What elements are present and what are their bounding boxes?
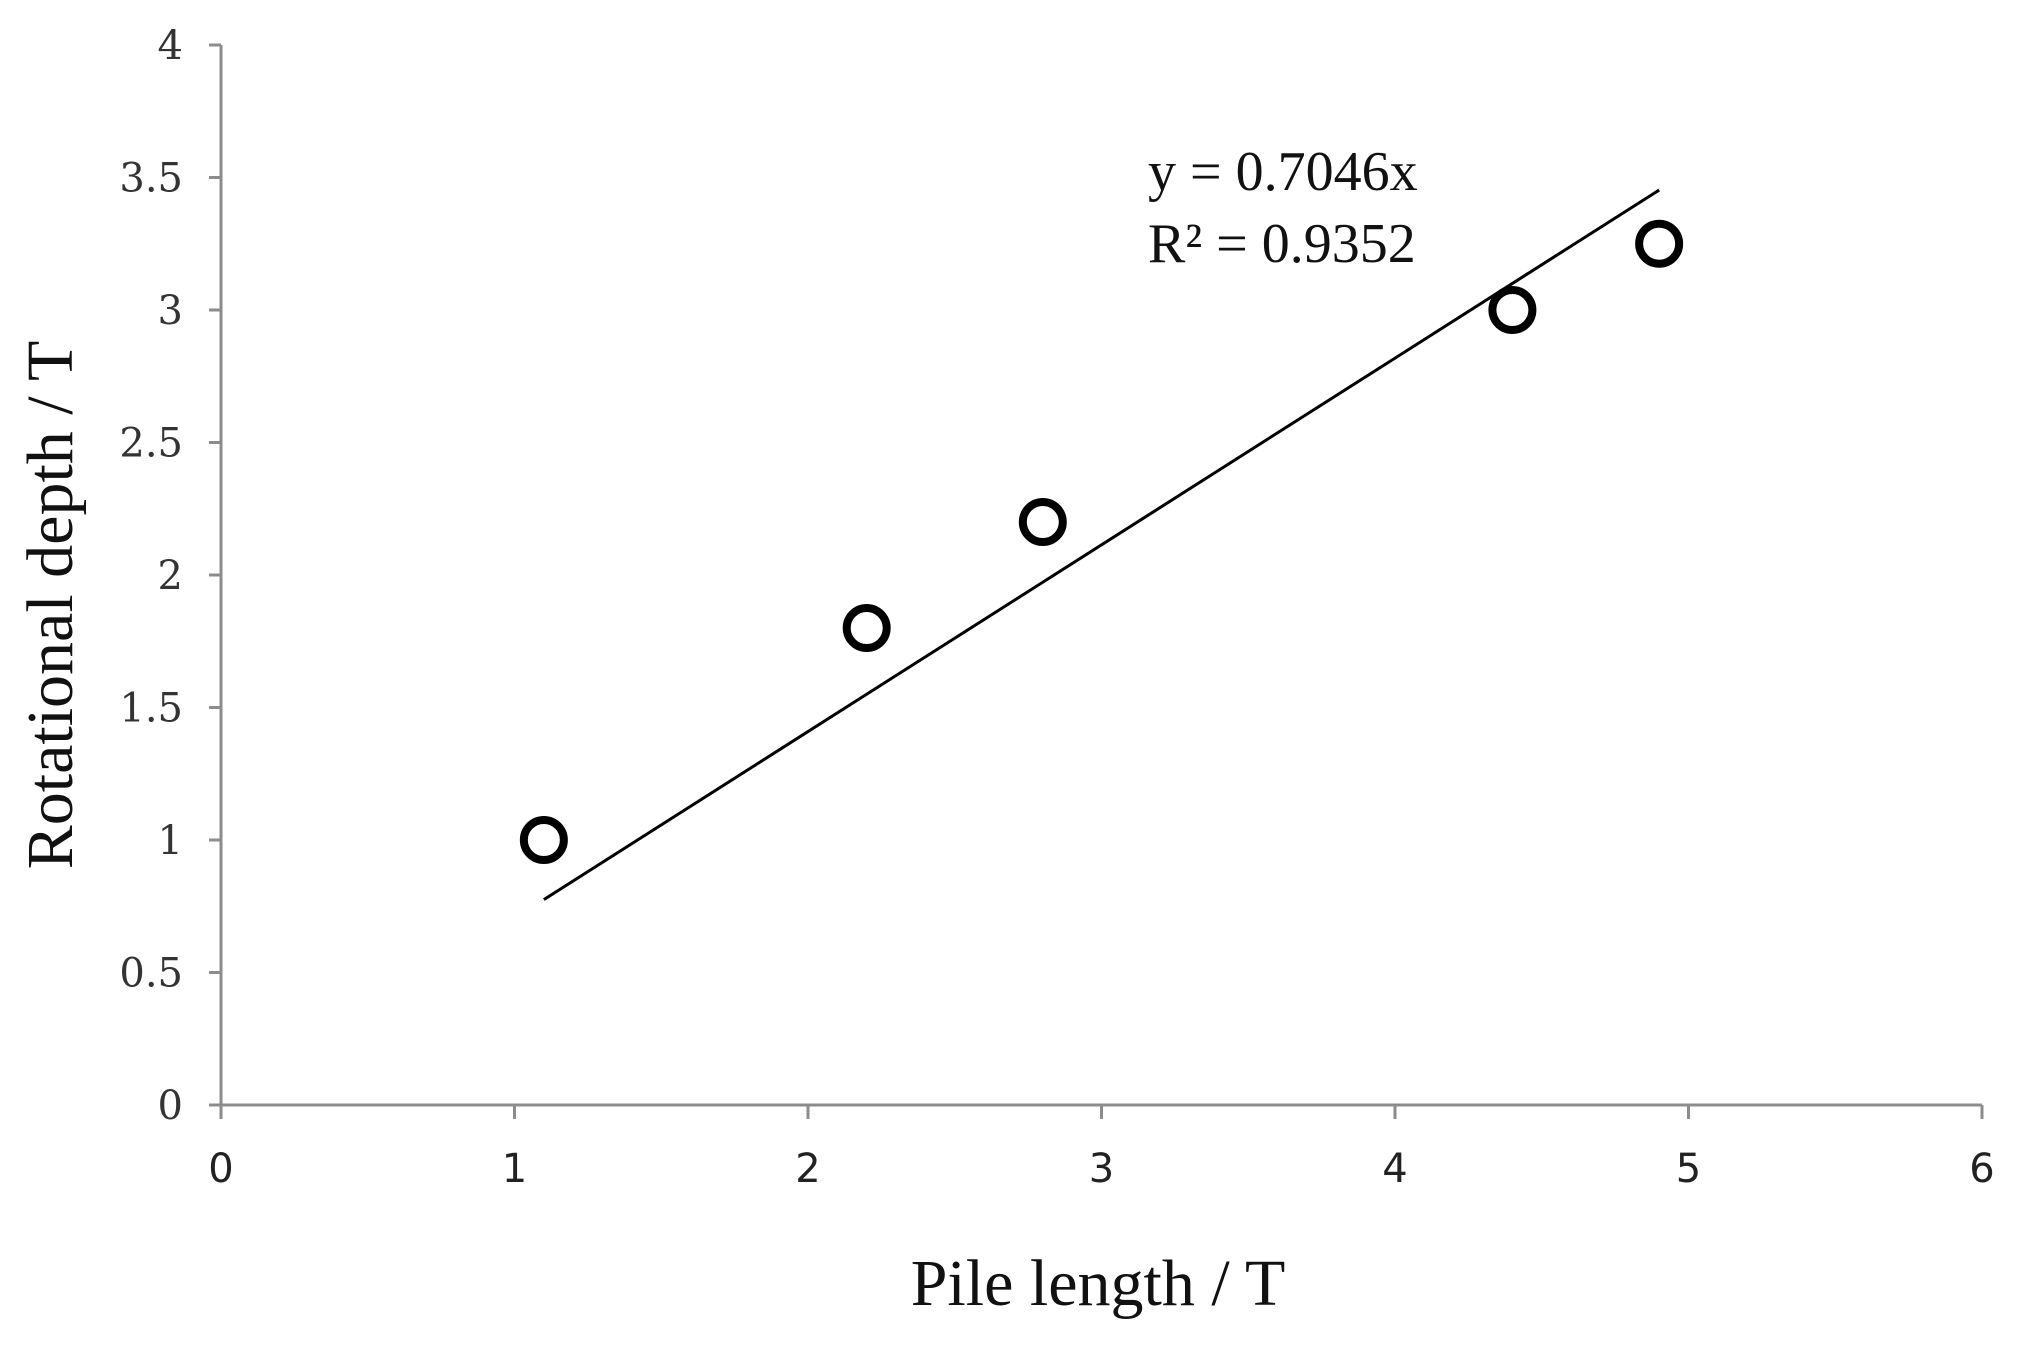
y-tick-label: 4	[158, 23, 183, 69]
y-tick-label: 1	[158, 818, 183, 864]
data-point	[1635, 219, 1684, 268]
x-axis-title: Pile length / T	[911, 1247, 1286, 1320]
trendline	[543, 188, 1660, 901]
data-points	[519, 219, 1684, 864]
y-tick-label: 2.5	[119, 421, 183, 467]
y-tick-label: 3	[158, 288, 183, 334]
y-tick-label: 3.5	[119, 156, 183, 202]
axes	[219, 45, 1982, 1107]
y-axis-title: Rotational depth / T	[14, 341, 87, 870]
trendline-r-squared: R² = 0.9352	[1148, 213, 1416, 275]
data-point	[519, 816, 568, 864]
x-tick-label: 4	[1382, 1146, 1407, 1192]
x-ticks: 0 1 2 3 4 5 6	[208, 1105, 1995, 1192]
y-tick-label: 0.5	[119, 951, 183, 997]
y-tick-label: 1.5	[119, 686, 183, 732]
trendline-equation: y = 0.7046x	[1148, 141, 1418, 203]
data-point	[1018, 498, 1067, 546]
data-point	[1488, 286, 1537, 334]
data-point	[842, 604, 891, 652]
x-tick-label: 2	[795, 1146, 820, 1192]
x-tick-label: 6	[1969, 1146, 1994, 1192]
x-tick-label: 5	[1676, 1146, 1701, 1192]
x-tick-label: 3	[1089, 1146, 1114, 1192]
x-tick-label: 0	[208, 1146, 233, 1192]
y-tick-label: 2	[158, 553, 183, 599]
y-tick-label: 0	[158, 1083, 183, 1129]
y-ticks: 0 0.5 1 1.5 2 2.5 3 3.5 4	[119, 23, 221, 1129]
x-tick-label: 1	[502, 1146, 527, 1192]
